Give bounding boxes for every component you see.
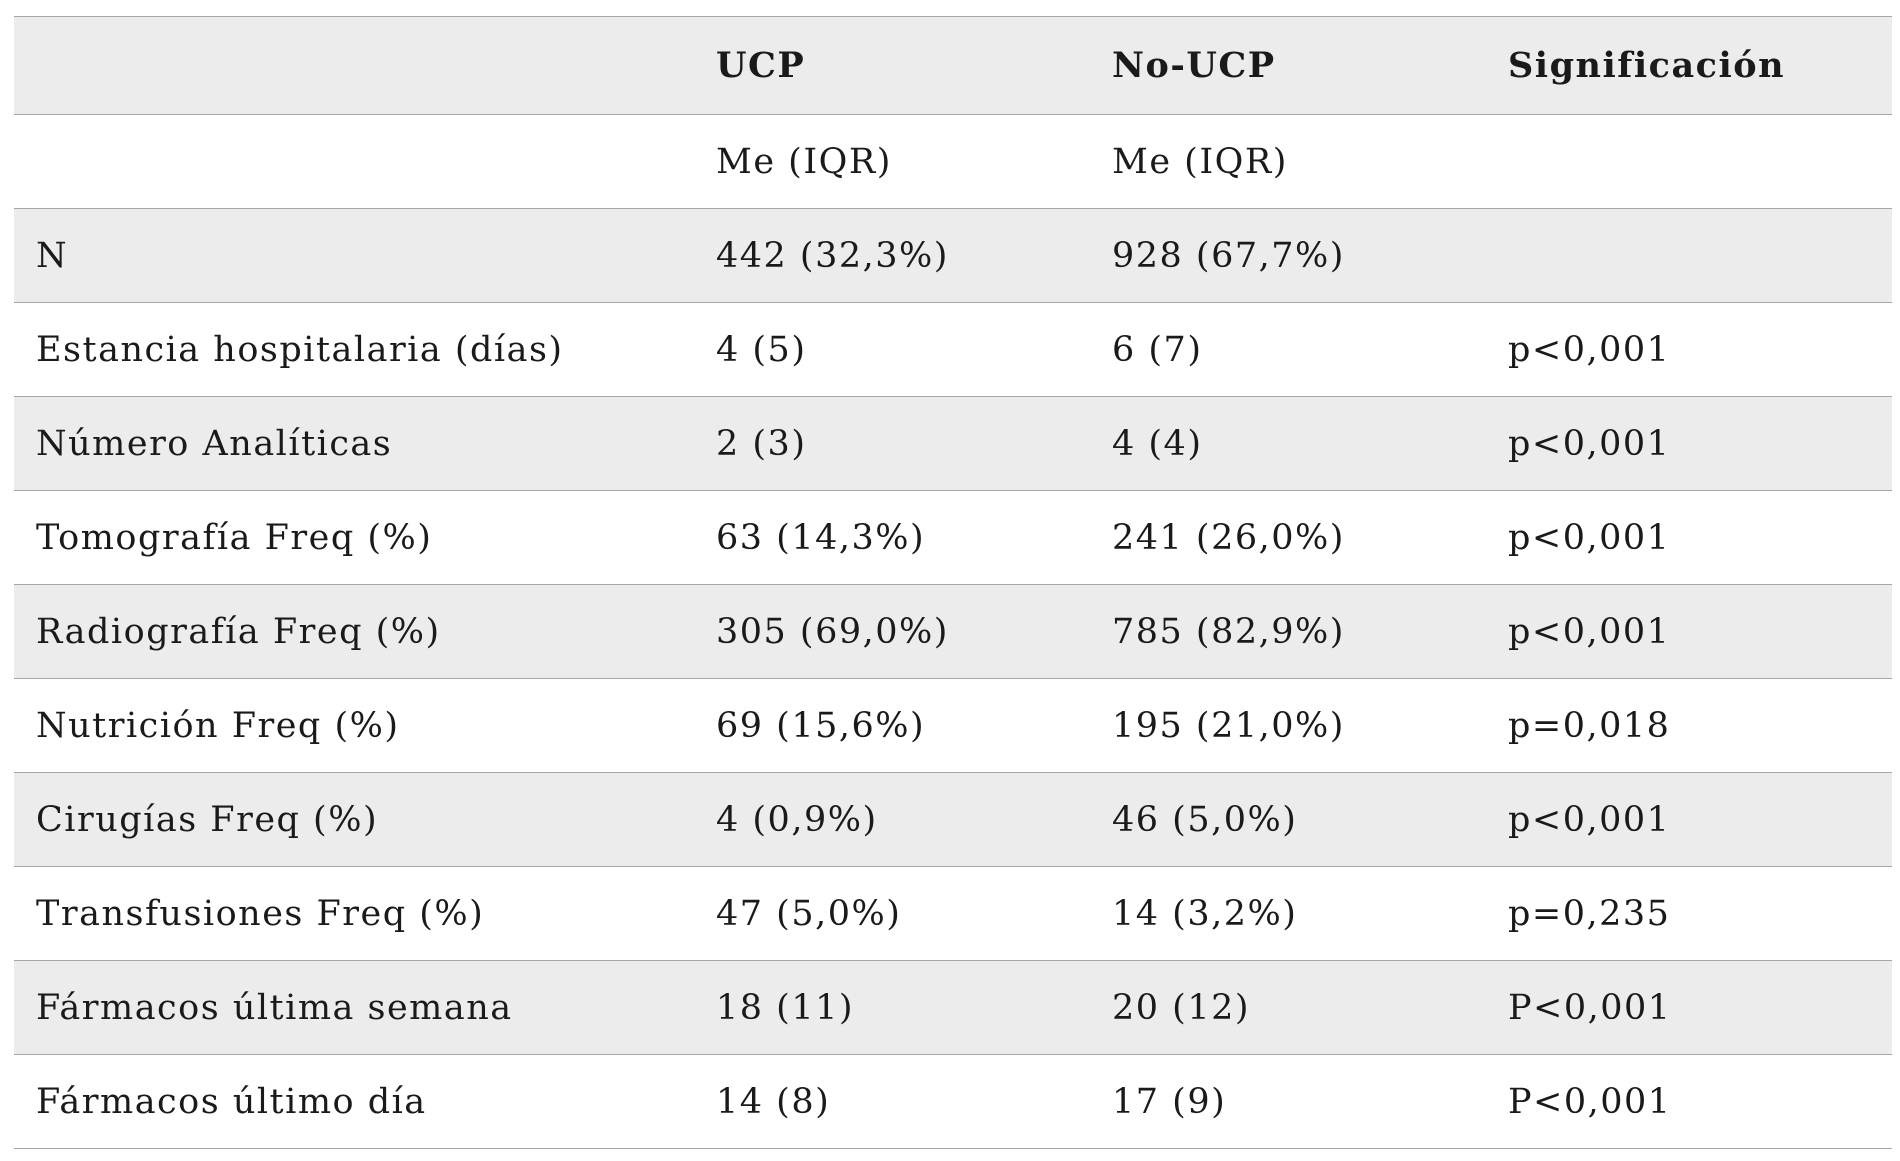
row-label: N	[14, 208, 716, 303]
subheader-cell-ucp: Me (IQR)	[716, 114, 1112, 209]
no-ucp-value: 785 (82,9%)	[1112, 584, 1508, 679]
significance-value: p<0,001	[1508, 396, 1892, 491]
row-label: Tomografía Freq (%)	[14, 490, 716, 585]
ucp-value: 14 (8)	[716, 1054, 1112, 1149]
table-row: Cirugías Freq (%) 4 (0,9%) 46 (5,0%) p<0…	[14, 772, 1892, 867]
table-row: Radiografía Freq (%) 305 (69,0%) 785 (82…	[14, 584, 1892, 679]
row-label: Radiografía Freq (%)	[14, 584, 716, 679]
table-row: N 442 (32,3%) 928 (67,7%)	[14, 208, 1892, 303]
table-row: Estancia hospitalaria (días) 4 (5) 6 (7)…	[14, 302, 1892, 397]
table-row: Fármacos último día 14 (8) 17 (9) P<0,00…	[14, 1054, 1892, 1149]
ucp-value: 63 (14,3%)	[716, 490, 1112, 585]
no-ucp-value: 20 (12)	[1112, 960, 1508, 1055]
row-label: Fármacos último día	[14, 1054, 716, 1149]
header-cell-variable	[14, 16, 716, 115]
significance-value	[1508, 208, 1892, 303]
subheader-cell-variable	[14, 114, 716, 209]
no-ucp-value: 17 (9)	[1112, 1054, 1508, 1149]
table-row: Número Analíticas 2 (3) 4 (4) p<0,001	[14, 396, 1892, 491]
table-subheader-row: Me (IQR) Me (IQR)	[14, 114, 1892, 209]
results-table-container: UCP No-UCP Significación Me (IQR) Me (IQ…	[14, 16, 1892, 1149]
ucp-value: 305 (69,0%)	[716, 584, 1112, 679]
table-row: Nutrición Freq (%) 69 (15,6%) 195 (21,0%…	[14, 678, 1892, 773]
header-cell-no-ucp: No-UCP	[1112, 16, 1508, 115]
table-row: Tomografía Freq (%) 63 (14,3%) 241 (26,0…	[14, 490, 1892, 585]
no-ucp-value: 6 (7)	[1112, 302, 1508, 397]
significance-value: p=0,018	[1508, 678, 1892, 773]
ucp-value: 4 (0,9%)	[716, 772, 1112, 867]
no-ucp-value: 46 (5,0%)	[1112, 772, 1508, 867]
ucp-value: 2 (3)	[716, 396, 1112, 491]
significance-value: p<0,001	[1508, 490, 1892, 585]
subheader-cell-no-ucp: Me (IQR)	[1112, 114, 1508, 209]
ucp-value: 4 (5)	[716, 302, 1112, 397]
table-row: Fármacos última semana 18 (11) 20 (12) P…	[14, 960, 1892, 1055]
row-label: Cirugías Freq (%)	[14, 772, 716, 867]
ucp-value: 442 (32,3%)	[716, 208, 1112, 303]
row-label: Nutrición Freq (%)	[14, 678, 716, 773]
row-label: Estancia hospitalaria (días)	[14, 302, 716, 397]
subheader-cell-significance	[1508, 114, 1892, 209]
significance-value: p<0,001	[1508, 772, 1892, 867]
no-ucp-value: 14 (3,2%)	[1112, 866, 1508, 961]
no-ucp-value: 241 (26,0%)	[1112, 490, 1508, 585]
table-header-row: UCP No-UCP Significación	[14, 16, 1892, 115]
ucp-value: 69 (15,6%)	[716, 678, 1112, 773]
table-row: Transfusiones Freq (%) 47 (5,0%) 14 (3,2…	[14, 866, 1892, 961]
ucp-value: 47 (5,0%)	[716, 866, 1112, 961]
significance-value: p=0,235	[1508, 866, 1892, 961]
no-ucp-value: 4 (4)	[1112, 396, 1508, 491]
significance-value: p<0,001	[1508, 302, 1892, 397]
ucp-value: 18 (11)	[716, 960, 1112, 1055]
no-ucp-value: 195 (21,0%)	[1112, 678, 1508, 773]
no-ucp-value: 928 (67,7%)	[1112, 208, 1508, 303]
header-cell-ucp: UCP	[716, 16, 1112, 115]
row-label: Número Analíticas	[14, 396, 716, 491]
significance-value: p<0,001	[1508, 584, 1892, 679]
header-cell-significance: Significación	[1508, 16, 1892, 115]
significance-value: P<0,001	[1508, 960, 1892, 1055]
results-table: UCP No-UCP Significación Me (IQR) Me (IQ…	[14, 16, 1892, 1149]
row-label: Fármacos última semana	[14, 960, 716, 1055]
significance-value: P<0,001	[1508, 1054, 1892, 1149]
row-label: Transfusiones Freq (%)	[14, 866, 716, 961]
